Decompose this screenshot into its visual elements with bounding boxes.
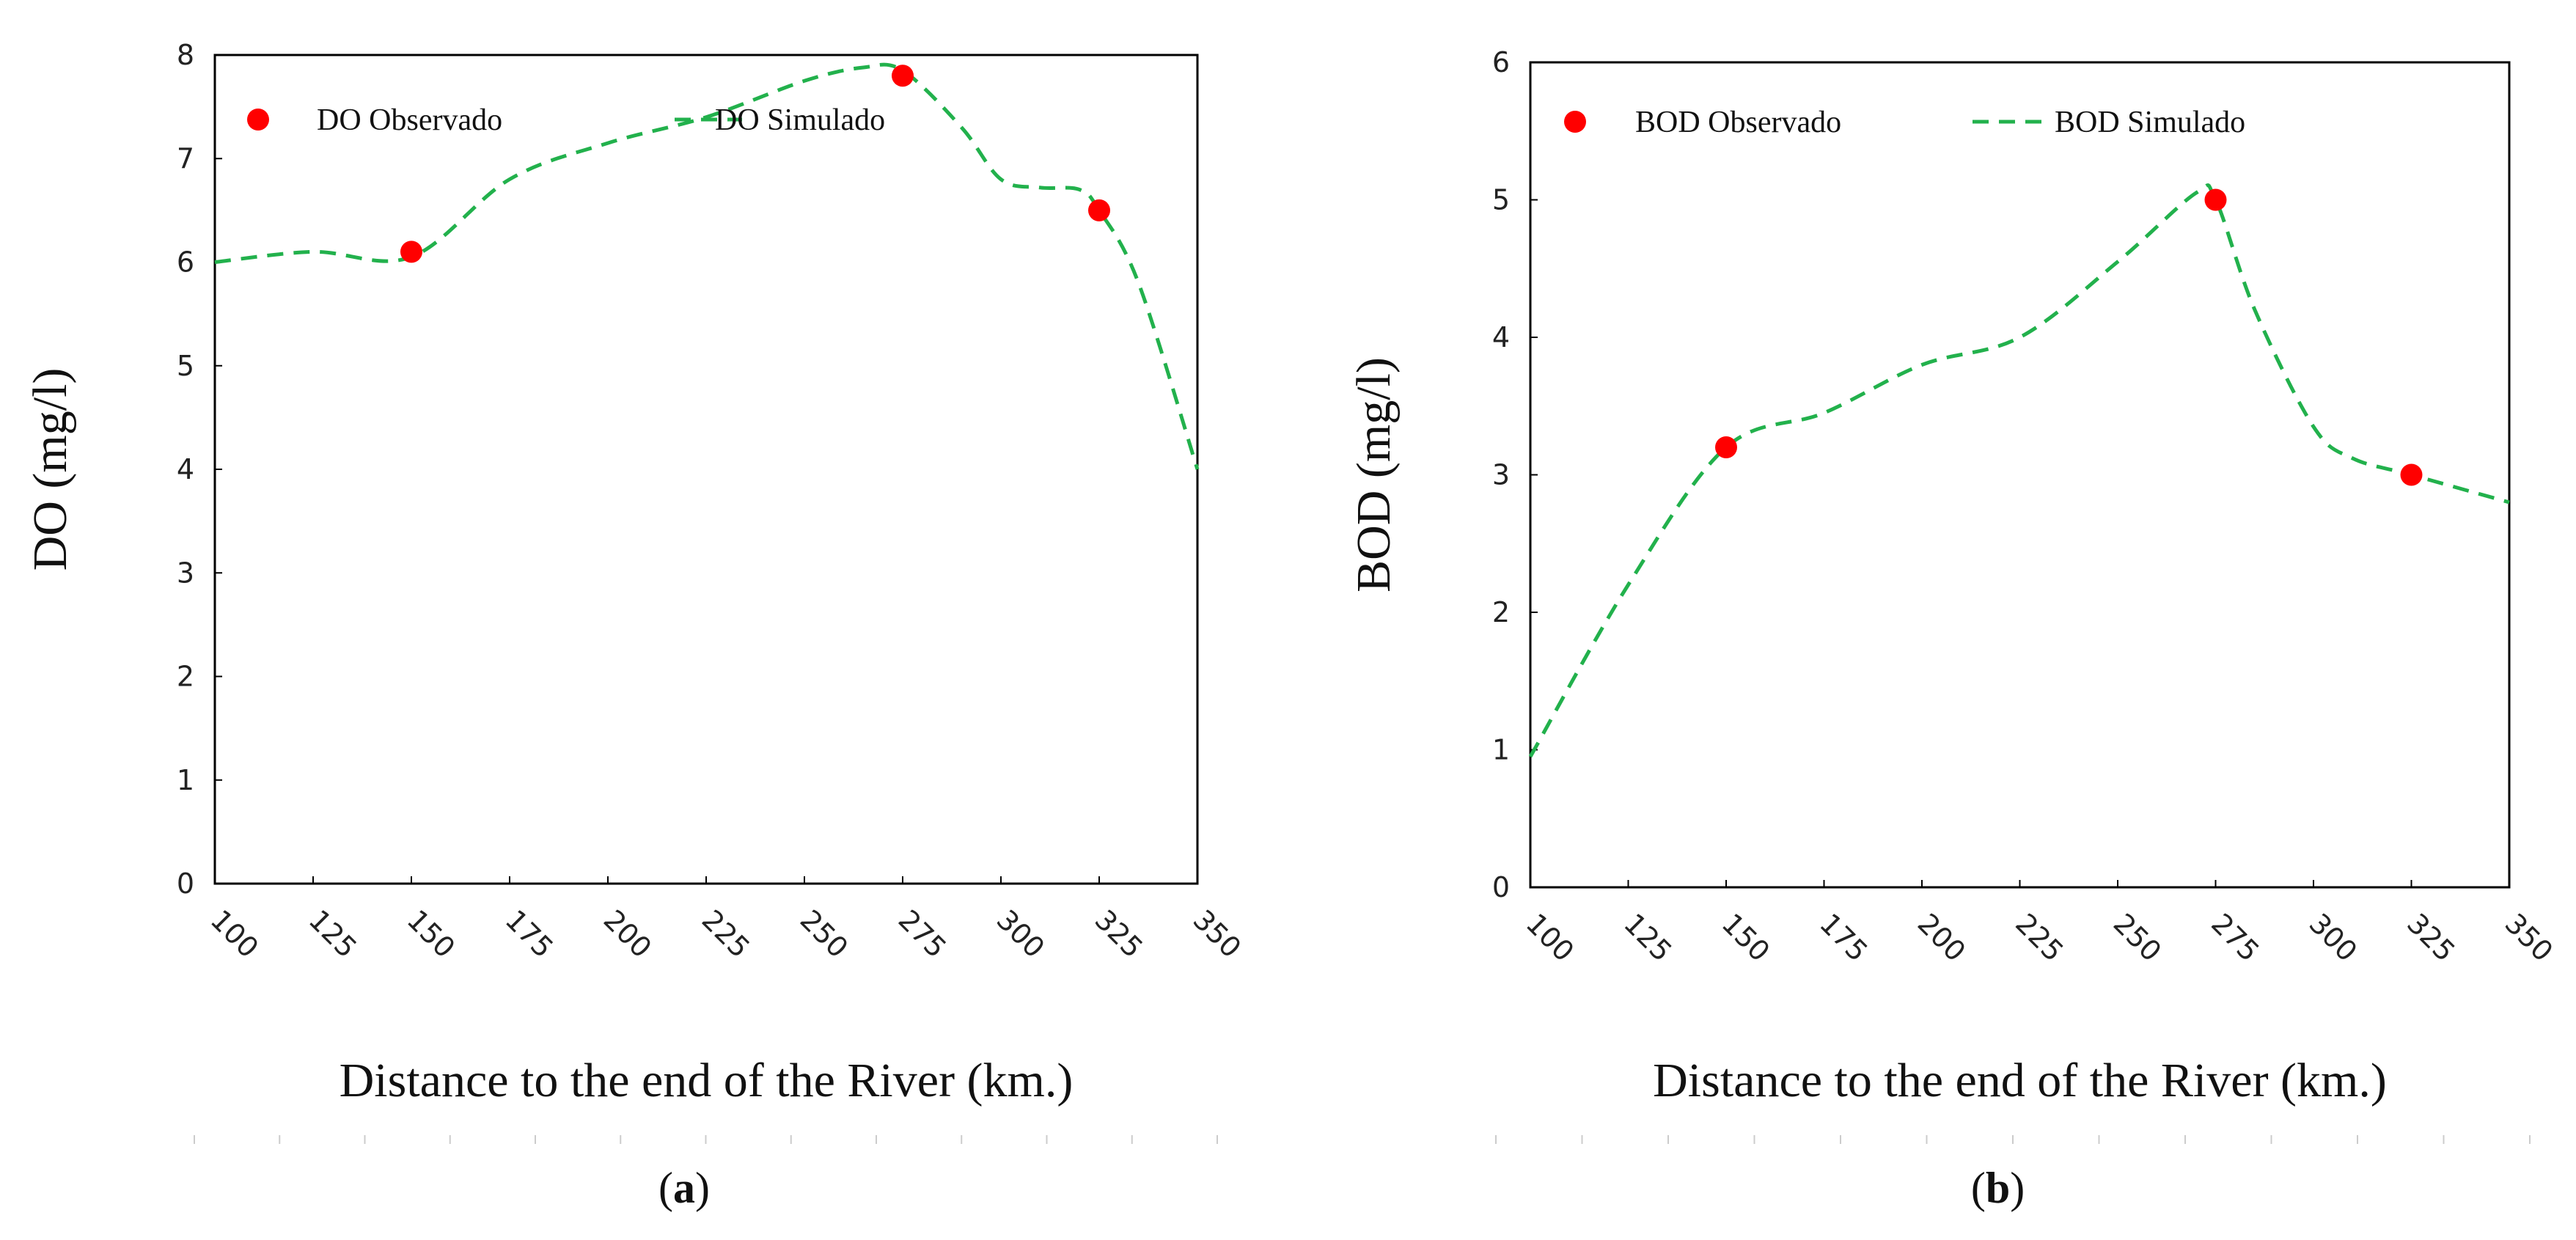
y-tick-label: 2	[1492, 596, 1510, 628]
y-tick-label: 3	[177, 557, 194, 589]
series-points-do-observado	[400, 65, 1110, 263]
legend-label-do-simulado: DO Simulado	[715, 103, 885, 137]
observed-point	[1715, 436, 1737, 458]
y-tick-label: 2	[177, 661, 194, 693]
panel-label-a: (a)	[658, 1164, 710, 1212]
x-tick-label: 200	[598, 903, 658, 964]
legend-label-bod-observado: BOD Observado	[1635, 106, 1841, 139]
x-tick-label: 275	[892, 903, 953, 964]
x-tick-label: 225	[696, 903, 756, 964]
x-tick-label: 125	[303, 903, 363, 964]
series-line-do-simulado	[214, 62, 1200, 470]
y-tick-label: 5	[177, 350, 194, 382]
legend-label-do-observado: DO Observado	[317, 103, 502, 137]
y-tick-label: 0	[177, 867, 194, 900]
panel-letter-b: b	[1986, 1164, 2010, 1212]
x-tick-label: 250	[2107, 907, 2168, 967]
observed-point	[1088, 199, 1110, 221]
y-tick-label: 0	[1492, 871, 1510, 903]
x-tick-label: 125	[1618, 907, 1678, 967]
x-tick-label: 150	[1716, 907, 1776, 967]
x-tick-label: 150	[401, 903, 461, 964]
y-axis-title-a: DO (mg/l)	[23, 368, 77, 571]
panel-letter-a: a	[673, 1164, 695, 1212]
x-tick-label: 175	[499, 903, 559, 964]
separator-ticks	[194, 1135, 2531, 1144]
y-tick-label: 4	[1492, 321, 1510, 353]
x-tick-label: 200	[1912, 907, 1972, 967]
x-tick-label: 325	[2401, 907, 2461, 967]
x-tick-label: 325	[1089, 903, 1149, 964]
y-tick-label: 6	[1492, 46, 1510, 78]
panel-label-b: (b)	[1971, 1164, 2025, 1212]
x-tick-label: 350	[1187, 903, 1247, 964]
x-axis-title-b: Distance to the end of the River (km.)	[1653, 1054, 2387, 1107]
x-tick-label: 350	[2499, 907, 2559, 967]
x-tick-label: 250	[794, 903, 854, 964]
x-tick-label: 100	[205, 903, 265, 964]
observed-point	[892, 65, 914, 87]
x-tick-label: 275	[2205, 907, 2265, 967]
chart-panel-a: 0 1 2 3 4 5 6 7 8 100 125 150 175 200 225 250 275 300 325…	[23, 39, 1247, 1212]
y-tick-label: 4	[177, 453, 194, 485]
observed-point	[2204, 188, 2227, 211]
observed-point	[400, 241, 422, 263]
series-points-bod-observado	[1715, 188, 2423, 486]
plot-frame-b	[1529, 61, 2511, 889]
x-tick-label: 300	[991, 903, 1051, 964]
y-axis-ticks-a: 0 1 2 3 4 5 6 7 8	[177, 39, 222, 900]
x-tick-label: 225	[2009, 907, 2069, 967]
legend-marker-observado-a	[247, 109, 269, 131]
y-tick-label: 1	[1492, 734, 1510, 766]
y-tick-label: 5	[1492, 184, 1510, 216]
x-axis-ticks-a: 100 125 150 175 200 225 250 275 300 325 350	[205, 876, 1247, 964]
x-axis-ticks-b: 100 125 150 175 200 225 250 275 300 325 350	[1520, 880, 2559, 968]
legend-a: DO Observado DO Simulado	[247, 103, 885, 137]
legend-label-bod-simulado: BOD Simulado	[2055, 106, 2245, 139]
series-line-bod-simulado	[1528, 183, 2510, 758]
observed-point	[2400, 463, 2423, 486]
legend-b: BOD Observado BOD Simulado	[1564, 106, 2245, 139]
y-tick-label: 6	[177, 246, 194, 279]
y-tick-label: 7	[177, 142, 194, 175]
plot-frame-a	[213, 54, 1199, 885]
x-tick-label: 100	[1520, 907, 1580, 967]
y-axis-ticks-b: 0 1 2 3 4 5 6	[1492, 46, 1538, 903]
y-tick-label: 1	[177, 764, 194, 796]
y-tick-label: 3	[1492, 459, 1510, 491]
y-tick-label: 8	[177, 39, 194, 71]
x-tick-label: 300	[2303, 907, 2363, 967]
chart-panel-b: 0 1 2 3 4 5 6 100 125 150 175 200 225 250 275 300 325 35…	[1347, 46, 2559, 1212]
legend-marker-observado-b	[1564, 111, 1586, 133]
y-axis-title-b: BOD (mg/l)	[1347, 357, 1401, 593]
x-tick-label: 175	[1813, 907, 1874, 967]
x-axis-title-a: Distance to the end of the River (km.)	[340, 1054, 1074, 1107]
